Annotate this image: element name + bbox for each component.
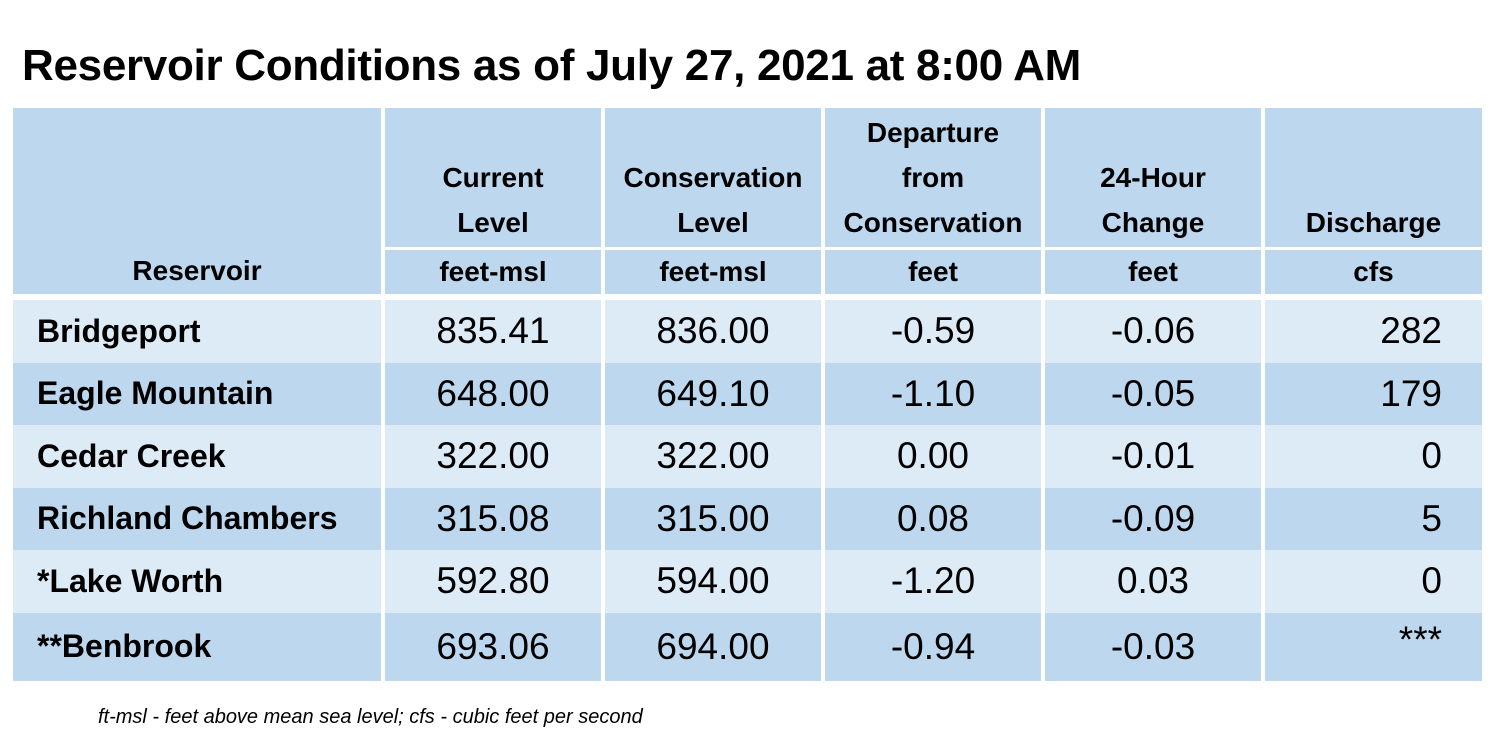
current-level-cell: 322.00	[381, 425, 603, 488]
header-line: Conservation	[623, 162, 803, 193]
reservoir-name: Bridgeport	[13, 300, 383, 363]
column-header-24-hour-change: 24-Hour Change	[1041, 108, 1263, 249]
conservation-level-cell: 594.00	[601, 550, 823, 613]
change-cell: 0.03	[1041, 550, 1263, 613]
column-header-reservoir-label: Reservoir	[13, 248, 383, 294]
header-line: Departure	[866, 117, 1000, 148]
departure-cell: 0.00	[821, 425, 1043, 488]
table-row: *Lake Worth 592.80 594.00 -1.20 0.03 0	[13, 550, 1482, 613]
table-row: Eagle Mountain 648.00 649.10 -1.10 -0.05…	[13, 362, 1482, 425]
unit-current-level: feet-msl	[381, 247, 603, 294]
current-level-cell: 648.00	[381, 362, 603, 425]
discharge-cell: 179	[1261, 362, 1482, 425]
unit-discharge: cfs	[1261, 247, 1482, 294]
unit-departure: feet	[821, 247, 1043, 294]
conservation-level-cell: 836.00	[601, 300, 823, 363]
header-line: Conservation	[843, 207, 1023, 238]
discharge-cell: 0	[1261, 425, 1482, 488]
discharge-cell: ***	[1261, 612, 1482, 681]
change-cell: -0.09	[1041, 487, 1263, 550]
departure-cell: -0.59	[821, 300, 1043, 363]
column-header-reservoir	[13, 108, 383, 249]
header-line: 24-Hour	[1100, 162, 1206, 193]
table-row: Richland Chambers 315.08 315.00 0.08 -0.…	[13, 487, 1482, 550]
current-level-cell: 315.08	[381, 487, 603, 550]
column-header-departure: Departure from Conservation	[821, 108, 1043, 249]
departure-cell: -1.20	[821, 550, 1043, 613]
header-line: Level	[677, 207, 749, 238]
table-row: **Benbrook 693.06 694.00 -0.94 -0.03 ***	[13, 612, 1482, 681]
conservation-level-cell: 315.00	[601, 487, 823, 550]
conservation-level-cell: 649.10	[601, 362, 823, 425]
column-header-discharge: Discharge	[1261, 108, 1482, 249]
current-level-cell: 592.80	[381, 550, 603, 613]
reservoir-name: Richland Chambers	[13, 487, 383, 550]
change-cell: -0.06	[1041, 300, 1263, 363]
reservoir-name: Cedar Creek	[13, 425, 383, 488]
change-cell: -0.03	[1041, 612, 1263, 681]
conservation-level-cell: 322.00	[601, 425, 823, 488]
current-level-cell: 835.41	[381, 300, 603, 363]
discharge-cell: 282	[1261, 300, 1482, 363]
discharge-cell: 5	[1261, 487, 1482, 550]
header-row: Current Level Conservation Level Departu…	[13, 108, 1482, 249]
table-row: Bridgeport 835.41 836.00 -0.59 -0.06 282	[13, 300, 1482, 363]
unit-row: Reservoir feet-msl feet-msl feet feet cf…	[13, 247, 1482, 294]
reservoir-name: *Lake Worth	[13, 550, 383, 613]
change-cell: -0.05	[1041, 362, 1263, 425]
header-line: Current	[442, 162, 544, 193]
header-separator	[13, 294, 1482, 300]
conservation-level-cell: 694.00	[601, 612, 823, 681]
header-line: Level	[457, 207, 529, 238]
column-header-current-level: Current Level	[381, 108, 603, 249]
footnote: ft-msl - feet above mean sea level; cfs …	[98, 706, 643, 728]
table-row: Cedar Creek 322.00 322.00 0.00 -0.01 0	[13, 425, 1482, 488]
discharge-cell: 0	[1261, 550, 1482, 613]
current-level-cell: 693.06	[381, 612, 603, 681]
page-title: Reservoir Conditions as of July 27, 2021…	[22, 41, 1082, 90]
reservoir-name: **Benbrook	[13, 612, 383, 681]
column-header-conservation-level: Conservation Level	[601, 108, 823, 249]
change-cell: -0.01	[1041, 425, 1263, 488]
header-line: Change	[1101, 207, 1205, 238]
reservoir-name: Eagle Mountain	[13, 362, 383, 425]
unit-conservation-level: feet-msl	[601, 247, 823, 294]
departure-cell: 0.08	[821, 487, 1043, 550]
header-line: Discharge	[1305, 207, 1442, 238]
departure-cell: -1.10	[821, 362, 1043, 425]
unit-24-hour-change: feet	[1041, 247, 1263, 294]
reservoir-table: Current Level Conservation Level Departu…	[13, 108, 1482, 681]
departure-cell: -0.94	[821, 612, 1043, 681]
header-line: from	[901, 162, 965, 193]
